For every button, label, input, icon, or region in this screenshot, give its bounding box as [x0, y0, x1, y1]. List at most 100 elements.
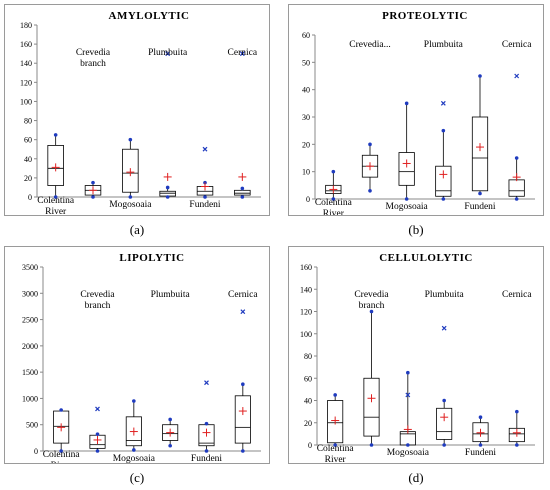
whisker-min-point [515, 443, 519, 447]
y-tick-label: 0 [28, 193, 32, 202]
chart-title: AMYLOLYTIC [109, 10, 190, 22]
box [508, 427, 525, 443]
box [234, 189, 251, 196]
whisker-max-point [204, 421, 209, 426]
outlier-point [441, 325, 447, 331]
y-tick-label: 180 [20, 21, 32, 30]
box [162, 424, 179, 441]
group-label: Cernica [228, 290, 258, 300]
y-tick-label: 20 [24, 174, 32, 183]
whisker-min-point [128, 195, 133, 199]
whisker-max-point [95, 432, 100, 436]
y-tick-label: 3500 [22, 263, 38, 272]
group-label: Fundeni [189, 200, 221, 210]
whisker-min-point [368, 189, 372, 193]
whisker-max-point [333, 393, 337, 397]
group-label: River [45, 207, 67, 215]
y-tick-label: 140 [20, 59, 32, 68]
panel-proteolytic-frame: PROTEOLYTIC 0 10 20 30 40 50 60 Colentina River Cr… [288, 4, 544, 219]
caption-a: (a) [129, 222, 145, 237]
y-tick-label: 10 [302, 168, 310, 177]
y-tick-label: 120 [300, 308, 312, 317]
whisker-min-point [204, 449, 209, 453]
whisker-min-point [165, 195, 170, 199]
outlier-point [202, 146, 208, 152]
caption-b: (b) [408, 222, 424, 237]
caption-c: (c) [129, 470, 145, 485]
whisker-max-point [442, 398, 446, 403]
whisker-min-point [203, 195, 207, 199]
box [325, 184, 342, 194]
y-tick-label: 0 [306, 195, 310, 204]
group-label: Cernica [502, 40, 532, 50]
whisker-max-point [241, 382, 245, 387]
whisker-max-point [478, 415, 483, 419]
box [47, 144, 64, 186]
group-label: Crevedia [80, 290, 115, 300]
group-label: Plumbuita [424, 40, 464, 50]
y-tick-label: 80 [304, 352, 312, 361]
panel-cellulolytic-frame: CELLULOLYTIC 0 20 40 60 80 100 120 140 160 Colenti… [288, 246, 544, 465]
group-label: branch [359, 301, 385, 311]
y-tick-label: 2500 [22, 316, 38, 325]
group-label: River [51, 461, 73, 463]
whisker-max-point [132, 399, 136, 403]
y-tick-label: 40 [302, 86, 310, 95]
whisker-min-point [53, 195, 58, 199]
y-tick-label: 160 [300, 263, 312, 272]
box [234, 395, 251, 444]
whisker-min-point [404, 197, 409, 201]
whisker-min-point [95, 449, 100, 453]
group-label: River [323, 209, 345, 215]
whisker-min-point [442, 443, 446, 447]
group-label: branch [80, 59, 106, 69]
outlier-point [204, 380, 209, 386]
group-label: Colentina [37, 196, 75, 206]
y-tick-label: 20 [304, 419, 312, 428]
group-label: Crevedia [354, 290, 389, 300]
y-tick-label: 40 [24, 155, 32, 164]
y-tick-label: 60 [24, 136, 32, 145]
y-tick-label: 1500 [22, 368, 38, 377]
box [327, 400, 344, 444]
whisker-min-point [59, 449, 63, 453]
group-label: Mogosoaia [387, 448, 430, 458]
box [472, 422, 489, 443]
whisker-max-point [165, 185, 170, 190]
chart-title: PROTEOLYTIC [382, 10, 468, 22]
y-tick-label: 2000 [22, 342, 38, 351]
box [125, 416, 142, 447]
y-tick-label: 0 [34, 447, 38, 456]
chart-title: LIPOLYTIC [119, 252, 184, 264]
outlier-point [514, 73, 520, 79]
group-label: branch [85, 301, 111, 311]
group-label: Crevedia [76, 48, 111, 58]
whisker-min-point [478, 191, 482, 196]
group-label: Plumbuita [151, 290, 191, 300]
whisker-min-point [331, 197, 336, 201]
whisker-max-point [369, 309, 374, 314]
whisker-max-point [404, 101, 409, 106]
outlier-point [95, 406, 100, 412]
whisker-max-point [53, 133, 58, 137]
y-tick-label: 3000 [22, 289, 38, 298]
y-tick-label: 100 [300, 330, 312, 339]
whisker-min-point [441, 197, 446, 201]
y-tick-label: 1000 [22, 394, 38, 403]
whisker-max-point [368, 142, 372, 147]
box [361, 154, 379, 178]
y-tick-label: 50 [302, 58, 310, 67]
y-tick-label: 0 [308, 441, 312, 450]
group-label: Colentina [43, 450, 81, 460]
y-tick-label: 20 [302, 140, 310, 149]
whisker-min-point [514, 197, 519, 201]
y-tick-label: 40 [304, 397, 312, 406]
whisker-max-point [515, 409, 519, 414]
group-label: Plumbuita [425, 290, 465, 300]
whisker-max-point [168, 417, 172, 422]
box [508, 179, 525, 197]
caption-d: (d) [408, 470, 424, 485]
outlier-point [165, 51, 171, 57]
outlier-point [239, 51, 245, 57]
